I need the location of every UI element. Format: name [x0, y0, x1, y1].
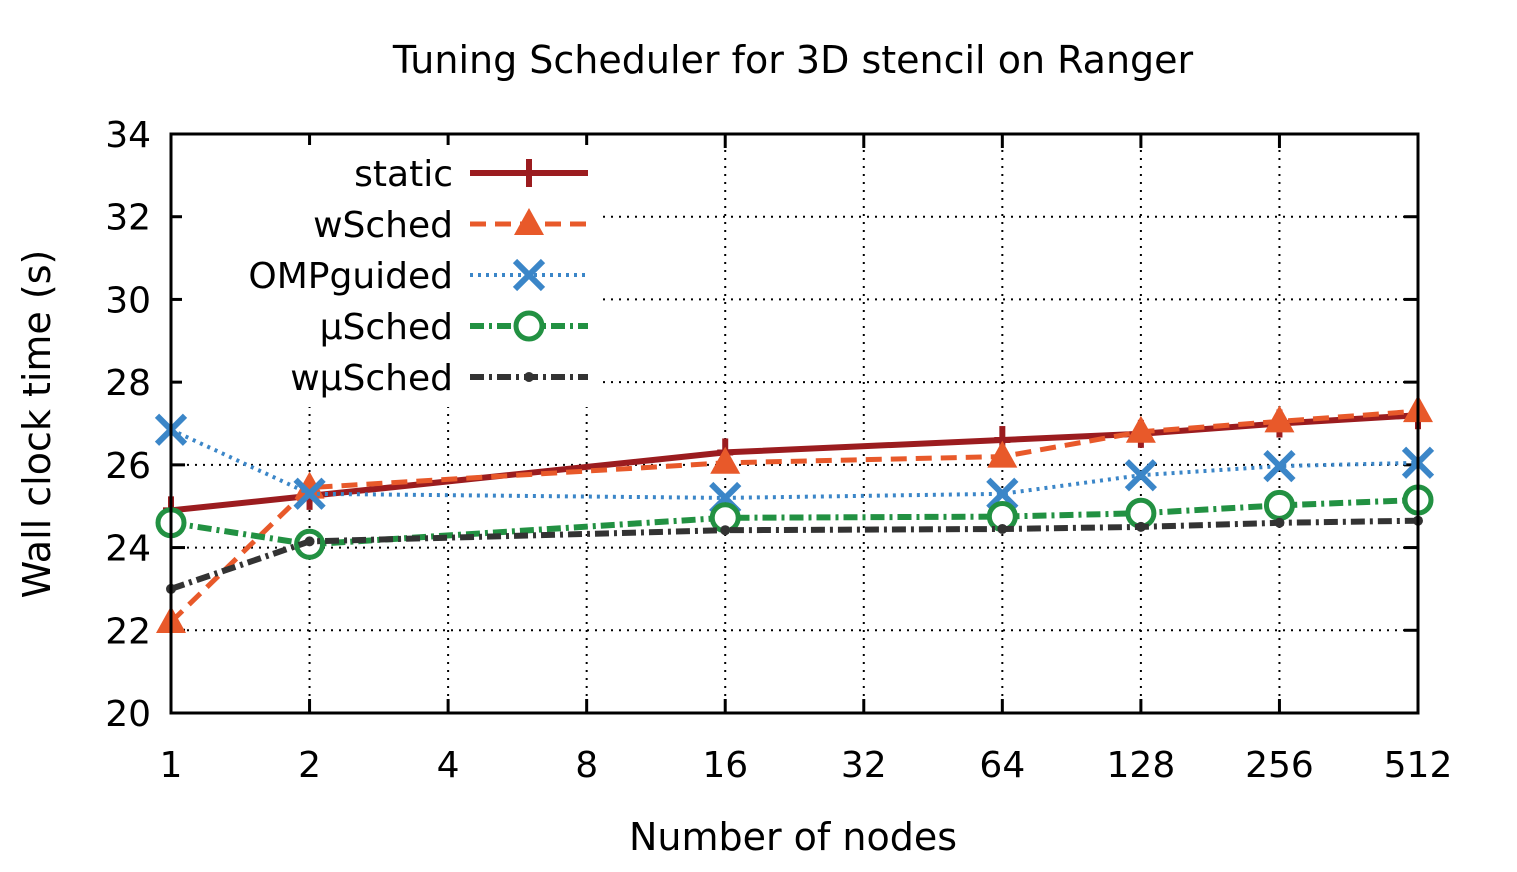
series-point-marker [1125, 415, 1156, 443]
series-point-marker [1274, 517, 1285, 528]
legend-marker [524, 372, 534, 382]
series-2 [154, 413, 1435, 515]
y-tick-label: 30 [105, 280, 151, 321]
x-tick-label: 512 [1384, 745, 1453, 786]
legend-label: µSched [320, 307, 453, 348]
x-tick-label: 1 [160, 745, 183, 786]
x-tick-label: 32 [841, 745, 887, 786]
legend-label: wSched [313, 205, 453, 246]
plot-frame [169, 132, 1420, 715]
legend-label: static [354, 154, 453, 195]
x-tick-label: 256 [1245, 745, 1314, 786]
legend-marker [514, 208, 544, 235]
series-1 [156, 395, 1433, 634]
x-tick-label: 8 [575, 745, 598, 786]
series-4 [166, 515, 1423, 594]
y-tick-label: 34 [105, 115, 151, 156]
x-tick-label: 128 [1107, 745, 1176, 786]
series-point-marker [1264, 405, 1295, 433]
x-tick-label: 4 [437, 745, 460, 786]
y-tick-label: 22 [105, 611, 151, 652]
x-tick-label: 2 [298, 745, 321, 786]
series-point-marker-b [293, 477, 326, 510]
y-tick-label: 20 [105, 694, 151, 735]
series-point-marker-b [1263, 449, 1296, 483]
y-tick-label: 24 [105, 529, 151, 570]
series-point-marker [710, 446, 741, 474]
legend-label: OMPguided [248, 256, 453, 297]
series-point-marker-b [1124, 459, 1158, 492]
x-tick-label: 64 [979, 745, 1025, 786]
y-axis-label: Wall clock time (s) [15, 250, 59, 599]
series-line [170, 517, 1419, 592]
y-tick-label: 32 [105, 198, 151, 239]
series-point-marker-b [986, 477, 1019, 510]
series-point-marker [987, 440, 1018, 468]
y-tick-label: 26 [105, 446, 151, 487]
x-tick-label: 16 [702, 745, 748, 786]
x-axis-label: Number of nodes [629, 815, 957, 859]
series-point-marker [720, 525, 731, 536]
series-point-marker [304, 536, 315, 547]
series-point-marker [997, 523, 1008, 534]
series-point-marker [1263, 489, 1295, 521]
series-point-marker [1135, 521, 1146, 532]
legend-marker [513, 310, 545, 342]
chart-title: Tuning Scheduler for 3D stencil on Range… [392, 38, 1194, 82]
series-lines [154, 395, 1435, 634]
legend-label: wµSched [290, 358, 453, 399]
series-line [170, 427, 1419, 500]
legend-marker-b [512, 258, 546, 292]
legend: static wSched OMPguided µSched wµSched [248, 154, 588, 399]
y-tick-label: 28 [105, 363, 151, 404]
